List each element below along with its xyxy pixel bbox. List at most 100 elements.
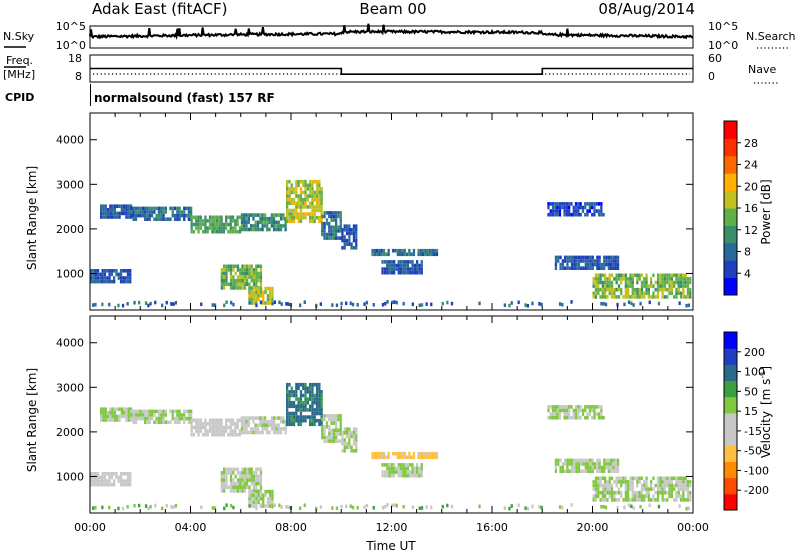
data-cell [574, 209, 578, 213]
data-cell [269, 489, 272, 494]
data-cell [277, 227, 280, 232]
data-cell [566, 255, 569, 260]
data-cell [106, 276, 109, 280]
data-cell [608, 284, 611, 288]
data-cell [624, 480, 627, 484]
data-cell [401, 455, 404, 460]
data-cell [345, 224, 349, 228]
data-cell [673, 273, 676, 278]
data-cell [614, 462, 617, 466]
data-cell [211, 222, 214, 227]
data-cell [645, 284, 648, 288]
data-cell [350, 445, 353, 449]
data-cell [568, 205, 571, 210]
data-cell [341, 228, 344, 232]
data-cell [173, 217, 177, 221]
data-cell [640, 487, 644, 491]
data-cell [561, 505, 564, 510]
data-cell [647, 284, 650, 288]
data-cell [146, 416, 149, 421]
data-cell [561, 462, 564, 466]
data-cell [94, 302, 97, 307]
data-cell [433, 248, 436, 253]
data-cell [111, 418, 114, 422]
data-cell [390, 267, 393, 271]
data-cell [661, 490, 664, 495]
data-cell [241, 271, 244, 276]
data-cell [141, 409, 144, 414]
data-cell [286, 411, 289, 416]
data-cell [302, 205, 305, 209]
data-cell [231, 432, 235, 437]
data-cell [295, 390, 298, 394]
data-cell [345, 228, 349, 232]
data-cell [682, 287, 685, 292]
data-cell [403, 248, 406, 253]
data-cell [318, 187, 321, 191]
data-cell [584, 212, 587, 217]
data-cell [594, 291, 598, 296]
data-cell [275, 227, 278, 232]
data-cell [335, 435, 338, 440]
data-cell [350, 231, 353, 236]
data-cell [600, 212, 603, 217]
data-cell [335, 225, 338, 230]
data-cell [608, 273, 611, 278]
data-cell [638, 494, 641, 499]
data-cell [622, 277, 625, 281]
data-cell [598, 462, 601, 466]
data-cell [220, 226, 223, 230]
freq-label-line1: Freq. [6, 54, 33, 67]
colorbar-swatch [724, 461, 737, 479]
data-cell [185, 206, 188, 211]
data-cell [652, 291, 655, 296]
data-cell [129, 475, 132, 480]
data-cell [592, 277, 595, 281]
data-cell [345, 231, 349, 236]
data-cell [255, 278, 258, 283]
data-cell [280, 505, 283, 509]
data-cell [570, 458, 574, 463]
data-cell [137, 413, 140, 417]
data-cell [517, 503, 520, 508]
data-cell [402, 263, 405, 268]
data-cell [627, 490, 630, 495]
data-cell [411, 505, 414, 510]
data-cell [106, 269, 109, 273]
data-cell [104, 208, 107, 212]
data-cell [238, 432, 242, 437]
data-cell [297, 194, 300, 198]
data-cell [380, 252, 383, 257]
data-cell [229, 422, 232, 426]
data-cell [252, 282, 256, 287]
data-cell [245, 220, 248, 225]
data-cell [286, 205, 289, 209]
data-cell [225, 271, 228, 276]
data-cell [223, 471, 226, 475]
data-cell [173, 409, 177, 414]
data-cell [304, 390, 307, 394]
data-cell [208, 226, 212, 230]
data-cell [117, 303, 120, 308]
freq-panel: 18 8 60 0 Freq. [MHz] Nave [3, 52, 778, 84]
y-tick-label: 2000 [56, 223, 84, 236]
data-cell [286, 215, 289, 220]
data-cell [129, 482, 132, 487]
data-cell [160, 409, 163, 414]
data-cell [622, 295, 625, 299]
data-cell [290, 415, 293, 419]
data-cell [315, 390, 319, 394]
velocity-colorbar-label-exp: -1 [758, 371, 767, 379]
data-cell [650, 284, 653, 288]
data-cell [96, 472, 100, 476]
data-cell [631, 295, 634, 299]
data-cell [558, 415, 562, 420]
data-cell [183, 409, 186, 414]
data-cell [345, 441, 349, 446]
data-cell [139, 416, 142, 421]
colorbar-swatch [724, 364, 737, 382]
data-cell [402, 267, 405, 271]
data-cell [176, 206, 179, 211]
data-cell [250, 227, 253, 232]
data-cell [568, 458, 571, 463]
